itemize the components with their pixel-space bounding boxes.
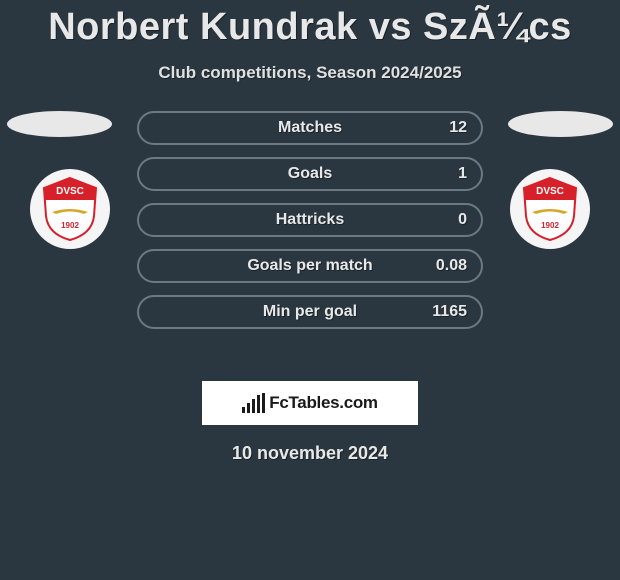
badge-year: 1902 bbox=[541, 221, 559, 230]
shield-icon: DVSC 1902 bbox=[42, 176, 98, 242]
stats-rows: Matches 12 Goals 1 Hattricks 0 Goals per… bbox=[137, 111, 483, 341]
stat-value: 12 bbox=[449, 119, 467, 137]
date: 10 november 2024 bbox=[0, 443, 620, 464]
brand-name: FcTables.com bbox=[269, 393, 378, 413]
left-marker-oval bbox=[7, 111, 112, 137]
stat-row: Goals 1 bbox=[137, 157, 483, 191]
bars-icon bbox=[242, 393, 265, 413]
subtitle: Club competitions, Season 2024/2025 bbox=[0, 63, 620, 83]
stat-value: 1165 bbox=[432, 303, 467, 321]
left-club-badge: DVSC 1902 bbox=[30, 169, 110, 249]
stat-label: Min per goal bbox=[263, 303, 357, 321]
stat-row: Matches 12 bbox=[137, 111, 483, 145]
stat-value: 1 bbox=[458, 165, 467, 183]
stat-label: Goals per match bbox=[247, 257, 372, 275]
stat-row: Goals per match 0.08 bbox=[137, 249, 483, 283]
page-title: Norbert Kundrak vs SzÃ¼cs bbox=[0, 0, 620, 49]
right-marker-oval bbox=[508, 111, 613, 137]
badge-letters: DVSC bbox=[536, 186, 564, 197]
stat-value: 0 bbox=[458, 211, 467, 229]
stat-value: 0.08 bbox=[436, 257, 467, 275]
brand-logo: FcTables.com bbox=[202, 381, 418, 425]
comparison-panel: DVSC 1902 DVSC 1902 Matches 12 Goals 1 bbox=[0, 111, 620, 371]
badge-year: 1902 bbox=[61, 221, 79, 230]
badge-letters: DVSC bbox=[56, 186, 84, 197]
stat-label: Goals bbox=[288, 165, 332, 183]
stat-label: Matches bbox=[278, 119, 342, 137]
stat-row: Min per goal 1165 bbox=[137, 295, 483, 329]
right-club-badge: DVSC 1902 bbox=[510, 169, 590, 249]
shield-icon: DVSC 1902 bbox=[522, 176, 578, 242]
stat-label: Hattricks bbox=[276, 211, 344, 229]
stat-row: Hattricks 0 bbox=[137, 203, 483, 237]
